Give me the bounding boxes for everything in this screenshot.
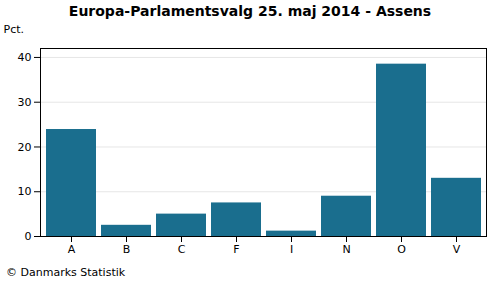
html-text:© Danmarks Statistik: © Danmarks Statistik bbox=[6, 266, 126, 279]
svg-text:30: 30 bbox=[18, 96, 32, 109]
svg-text:10: 10 bbox=[18, 185, 32, 198]
svg-text:20: 20 bbox=[18, 140, 32, 153]
svg-text:Pct.: Pct. bbox=[4, 23, 25, 36]
svg-text:40: 40 bbox=[18, 51, 32, 64]
svg-text:C: C bbox=[178, 243, 186, 256]
svg-text:0: 0 bbox=[25, 230, 32, 243]
svg-text:A: A bbox=[68, 243, 76, 256]
svg-text:I: I bbox=[290, 243, 293, 256]
svg-text:N: N bbox=[342, 243, 350, 256]
svg-text:O: O bbox=[397, 243, 406, 256]
html-text:Europa-Parlamentsvalg 25. maj: Europa-Parlamentsvalg 25. maj 2014 - Ass… bbox=[68, 3, 432, 19]
svg-text:B: B bbox=[123, 243, 131, 256]
svg-text:F: F bbox=[233, 243, 239, 256]
svg-text:V: V bbox=[453, 243, 461, 256]
